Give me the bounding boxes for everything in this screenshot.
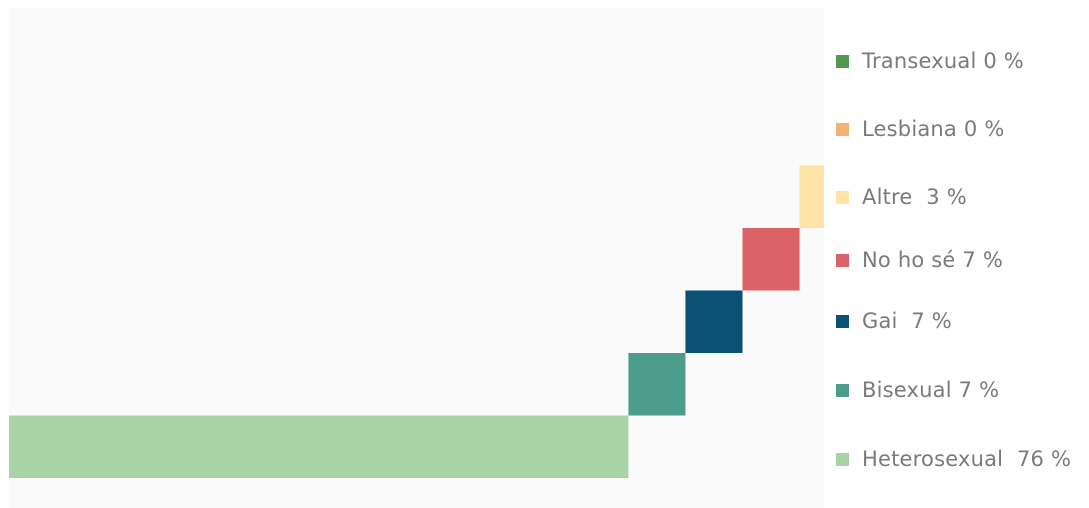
legend-swatch [836, 452, 849, 466]
legend-item: No ho sé 7 % [836, 245, 1003, 275]
legend-item: Bisexual 7 % [836, 375, 999, 405]
bar-heterosexual [9, 415, 629, 478]
bar-no-ho-s- [742, 228, 800, 291]
legend: Transexual 0 % Lesbiana 0 % Altre 3 % No ho… [836, 0, 1089, 508]
legend-label: Heterosexual 76 % [862, 447, 1072, 471]
legend-swatch [836, 190, 849, 204]
legend-label: Lesbiana 0 % [862, 117, 1005, 141]
bar-gai [685, 290, 743, 353]
legend-label: Bisexual 7 % [862, 378, 1000, 402]
legend-item: Transexual 0 % [836, 46, 1024, 76]
legend-swatch [836, 122, 849, 136]
legend-swatch [836, 54, 849, 68]
legend-item: Lesbiana 0 % [836, 114, 1004, 144]
legend-item: Gai 7 % [836, 306, 952, 336]
legend-item: Altre 3 % [836, 182, 967, 212]
legend-label: Transexual 0 % [862, 49, 1024, 73]
bar-altre [799, 165, 824, 228]
legend-swatch [836, 314, 849, 328]
bars-svg [9, 165, 824, 478]
bar-bisexual [628, 353, 686, 416]
legend-item: Heterosexual 76 % [836, 444, 1071, 474]
plot-area [9, 8, 824, 508]
legend-label: No ho sé 7 % [862, 248, 1003, 272]
legend-swatch [836, 253, 849, 267]
legend-label: Altre 3 % [862, 185, 967, 209]
legend-swatch [836, 383, 849, 397]
legend-label: Gai 7 % [862, 309, 952, 333]
